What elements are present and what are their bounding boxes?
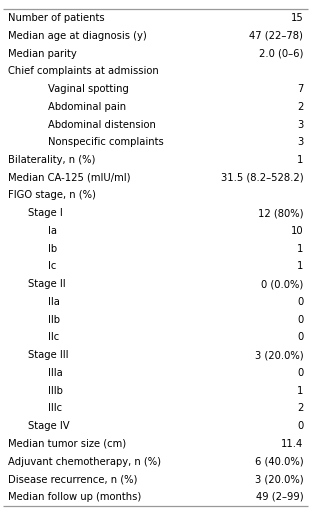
Text: Number of patients: Number of patients bbox=[8, 13, 104, 23]
Text: Vaginal spotting: Vaginal spotting bbox=[48, 84, 129, 94]
Text: IIIa: IIIa bbox=[48, 368, 63, 378]
Text: 15: 15 bbox=[290, 13, 303, 23]
Text: Stage IV: Stage IV bbox=[28, 421, 70, 431]
Text: Adjuvant chemotherapy, n (%): Adjuvant chemotherapy, n (%) bbox=[8, 457, 161, 466]
Text: 0 (0.0%): 0 (0.0%) bbox=[261, 279, 303, 289]
Text: 3: 3 bbox=[297, 137, 303, 147]
Text: IIb: IIb bbox=[48, 314, 60, 325]
Text: Abdominal pain: Abdominal pain bbox=[48, 102, 126, 112]
Text: 0: 0 bbox=[297, 297, 303, 307]
Text: 3 (20.0%): 3 (20.0%) bbox=[255, 350, 303, 360]
Text: 0: 0 bbox=[297, 332, 303, 343]
Text: 7: 7 bbox=[297, 84, 303, 94]
Text: Ia: Ia bbox=[48, 226, 57, 236]
Text: 1: 1 bbox=[297, 262, 303, 271]
Text: 12 (80%): 12 (80%) bbox=[258, 208, 303, 218]
Text: 3 (20.0%): 3 (20.0%) bbox=[255, 474, 303, 484]
Text: Chief complaints at admission: Chief complaints at admission bbox=[8, 66, 159, 76]
Text: Ib: Ib bbox=[48, 244, 57, 253]
Text: Median CA-125 (mIU/ml): Median CA-125 (mIU/ml) bbox=[8, 173, 130, 183]
Text: Abdominal distension: Abdominal distension bbox=[48, 119, 156, 130]
Text: Nonspecific complaints: Nonspecific complaints bbox=[48, 137, 164, 147]
Text: 10: 10 bbox=[290, 226, 303, 236]
Text: 31.5 (8.2–528.2): 31.5 (8.2–528.2) bbox=[220, 173, 303, 183]
Text: IIa: IIa bbox=[48, 297, 60, 307]
Text: Stage I: Stage I bbox=[28, 208, 63, 218]
Text: 2.0 (0–6): 2.0 (0–6) bbox=[259, 49, 303, 58]
Text: 0: 0 bbox=[297, 314, 303, 325]
Text: 1: 1 bbox=[297, 155, 303, 165]
Text: 3: 3 bbox=[297, 119, 303, 130]
Text: FIGO stage, n (%): FIGO stage, n (%) bbox=[8, 190, 96, 201]
Text: 49 (2–99): 49 (2–99) bbox=[256, 492, 303, 502]
Text: 1: 1 bbox=[297, 386, 303, 396]
Text: Ic: Ic bbox=[48, 262, 57, 271]
Text: 0: 0 bbox=[297, 421, 303, 431]
Text: 1: 1 bbox=[297, 244, 303, 253]
Text: Disease recurrence, n (%): Disease recurrence, n (%) bbox=[8, 474, 137, 484]
Text: Bilaterality, n (%): Bilaterality, n (%) bbox=[8, 155, 95, 165]
Text: 0: 0 bbox=[297, 368, 303, 378]
Text: 2: 2 bbox=[297, 102, 303, 112]
Text: Stage II: Stage II bbox=[28, 279, 66, 289]
Text: Median follow up (months): Median follow up (months) bbox=[8, 492, 141, 502]
Text: IIc: IIc bbox=[48, 332, 59, 343]
Text: Median tumor size (cm): Median tumor size (cm) bbox=[8, 439, 126, 449]
Text: 47 (22–78): 47 (22–78) bbox=[249, 31, 303, 41]
Text: 11.4: 11.4 bbox=[281, 439, 303, 449]
Text: 2: 2 bbox=[297, 403, 303, 413]
Text: Median parity: Median parity bbox=[8, 49, 77, 58]
Text: 6 (40.0%): 6 (40.0%) bbox=[255, 457, 303, 466]
Text: Stage III: Stage III bbox=[28, 350, 68, 360]
Text: IIIb: IIIb bbox=[48, 386, 63, 396]
Text: Median age at diagnosis (y): Median age at diagnosis (y) bbox=[8, 31, 146, 41]
Text: IIIc: IIIc bbox=[48, 403, 62, 413]
